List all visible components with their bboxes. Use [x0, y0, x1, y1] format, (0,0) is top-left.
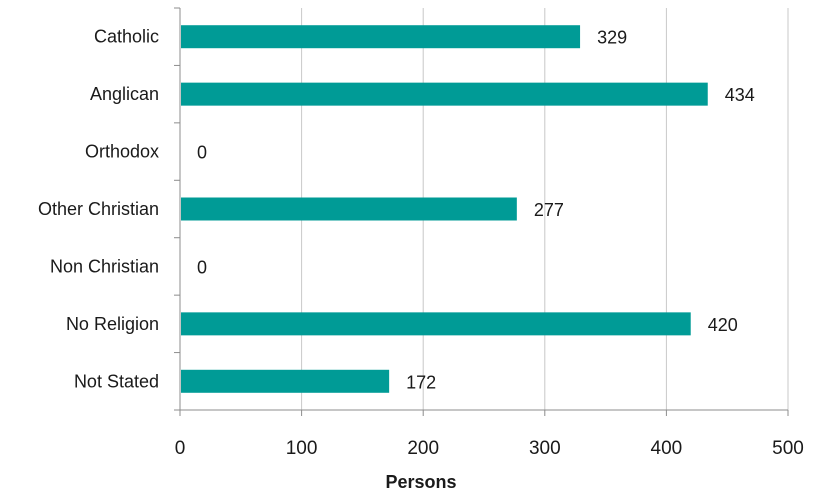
category-label: Catholic [94, 27, 159, 47]
bar [181, 369, 390, 393]
x-tick-label: 0 [175, 438, 186, 459]
x-axis-title: Persons [385, 472, 456, 492]
tick-labels: 0 100 200 300 400 500 [175, 438, 804, 459]
category-label: Non Christian [50, 256, 159, 276]
category-label: Other Christian [38, 199, 159, 219]
bars [181, 25, 708, 393]
data-label: 0 [197, 257, 207, 277]
bar [181, 25, 581, 49]
category-labels: Catholic Anglican Orthodox Other Christian N… [38, 27, 159, 392]
data-label: 277 [534, 200, 564, 220]
data-label: 0 [197, 143, 207, 163]
category-label: No Religion [66, 314, 159, 334]
bar [181, 82, 708, 106]
data-label: 420 [708, 315, 738, 335]
x-tick-label: 400 [651, 438, 683, 459]
category-label: Not Stated [74, 371, 159, 391]
bar [181, 197, 517, 221]
data-label: 329 [597, 28, 627, 48]
axes [174, 7, 789, 416]
bar [181, 312, 691, 336]
category-label: Orthodox [85, 142, 159, 162]
data-label: 434 [725, 85, 755, 105]
category-label: Anglican [90, 84, 159, 104]
x-tick-label: 200 [407, 438, 439, 459]
data-label: 172 [406, 372, 436, 392]
x-tick-label: 500 [772, 438, 804, 459]
gridlines [301, 8, 789, 410]
x-tick-label: 300 [529, 438, 561, 459]
data-labels: 329 434 0 277 0 420 172 [197, 28, 755, 393]
x-tick-label: 100 [286, 438, 318, 459]
